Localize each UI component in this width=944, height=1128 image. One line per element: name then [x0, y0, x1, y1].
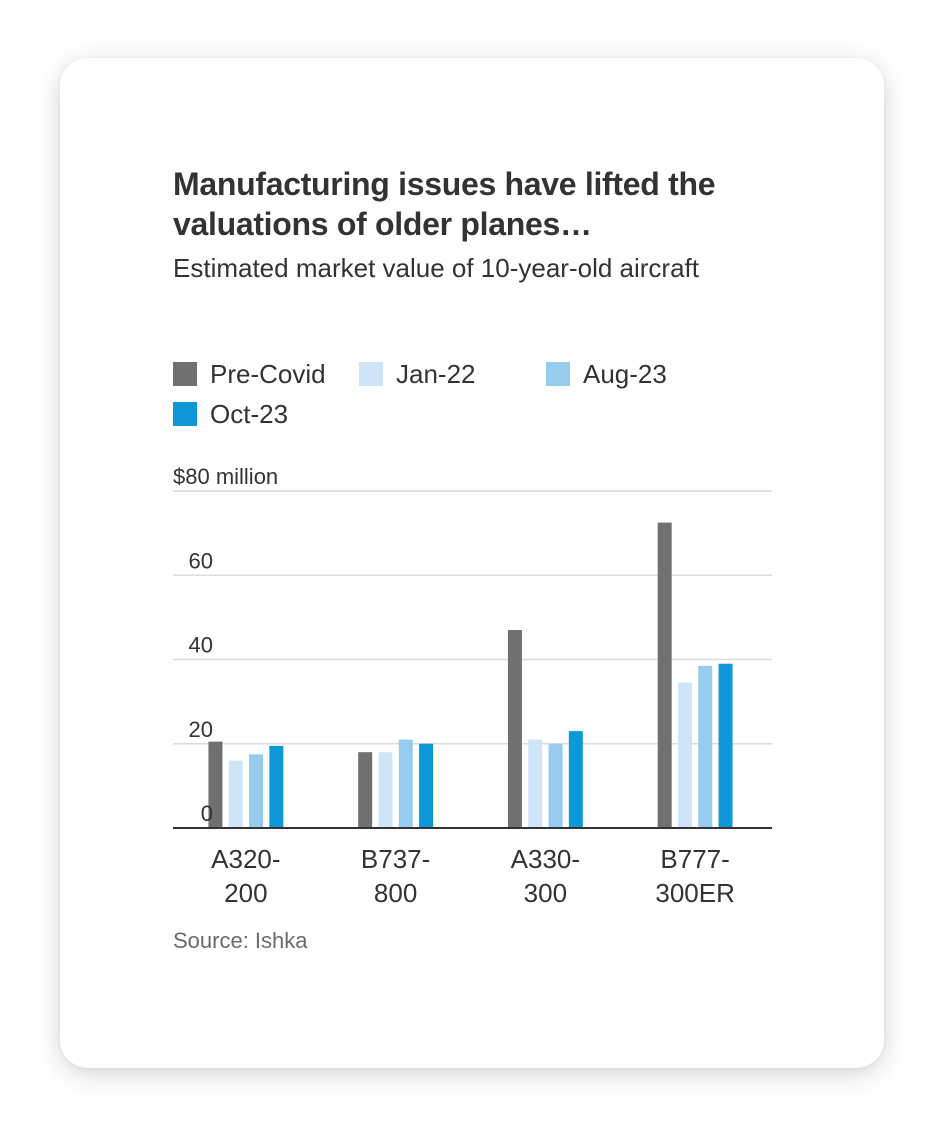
bar-aug-23-2 — [548, 743, 563, 828]
x-tick-label-line: B777- — [660, 844, 729, 874]
legend-label-aug-23: Aug-23 — [583, 358, 667, 389]
x-tick-label-line: B737- — [361, 844, 430, 874]
bar-pre-covid-2 — [507, 630, 522, 828]
bar-aug-23-1 — [398, 739, 413, 828]
chart-card: Manufacturing issues have lifted the val… — [60, 58, 884, 1068]
legend-item-aug-23: Aug-23 — [546, 354, 667, 394]
legend-label-pre-covid: Pre-Covid — [210, 358, 326, 389]
bar-oct-23-2 — [568, 731, 583, 828]
grid-layer — [173, 490, 772, 745]
bars-layer — [208, 522, 733, 828]
legend-swatch-jan-22 — [359, 362, 383, 386]
bar-jan-22-0 — [228, 760, 243, 828]
x-tick-label-line: 800 — [374, 878, 417, 908]
legend-item-pre-covid: Pre-Covid — [173, 354, 326, 394]
y-tick-label: 40 — [189, 633, 213, 658]
y-tick-label: 60 — [189, 548, 213, 573]
x-tick-label: A330- 300 — [511, 844, 580, 908]
x-tick-label-line: 200 — [224, 878, 267, 908]
x-tick-label-line: A320- — [211, 844, 280, 874]
bar-pre-covid-0 — [208, 741, 223, 828]
chart-title: Manufacturing issues have lifted the val… — [173, 166, 716, 242]
bar-oct-23-1 — [419, 743, 434, 828]
x-tick-label-line: A330- — [511, 844, 580, 874]
bar-jan-22-1 — [378, 752, 393, 828]
bar-jan-22-3 — [677, 682, 692, 828]
source-note: Source: Ishka — [173, 928, 308, 953]
legend-swatch-pre-covid — [173, 362, 197, 386]
legend: Pre-Covid Jan-22 Aug-23 Oct-23 — [173, 354, 793, 434]
bar-jan-22-2 — [528, 739, 543, 828]
bar-oct-23-0 — [269, 745, 284, 828]
legend-swatch-oct-23 — [173, 402, 197, 426]
x-tick-label-line: 300 — [524, 878, 567, 908]
bar-pre-covid-1 — [358, 752, 373, 828]
x-tick-label: A320- 200 — [211, 844, 280, 908]
legend-swatch-aug-23 — [546, 362, 570, 386]
bar-oct-23-3 — [718, 663, 733, 828]
legend-item-jan-22: Jan-22 — [359, 354, 476, 394]
bar-chart: 0 20 40 60 $80 million A320- 200 B737- 800 A330- 3… — [173, 464, 772, 908]
chart-subtitle: Estimated market value of 10-year-old ai… — [173, 253, 699, 283]
labels-layer: 0 20 40 60 $80 million A320- 200 B737- 800 A330- 3… — [173, 464, 735, 908]
legend-label-oct-23: Oct-23 — [210, 398, 289, 429]
y-tick-label: 20 — [189, 717, 213, 742]
bar-aug-23-0 — [249, 754, 264, 828]
bar-pre-covid-3 — [657, 522, 672, 828]
x-tick-label-line: 300ER — [655, 878, 735, 908]
x-tick-label: B737- 800 — [361, 844, 430, 908]
legend-label-jan-22: Jan-22 — [396, 358, 476, 389]
x-tick-label: B777- 300ER — [655, 844, 735, 908]
y-tick-label: 0 — [201, 801, 213, 826]
y-tick-label: $80 million — [173, 464, 278, 489]
bar-aug-23-3 — [698, 665, 713, 828]
legend-item-oct-23: Oct-23 — [173, 394, 288, 434]
